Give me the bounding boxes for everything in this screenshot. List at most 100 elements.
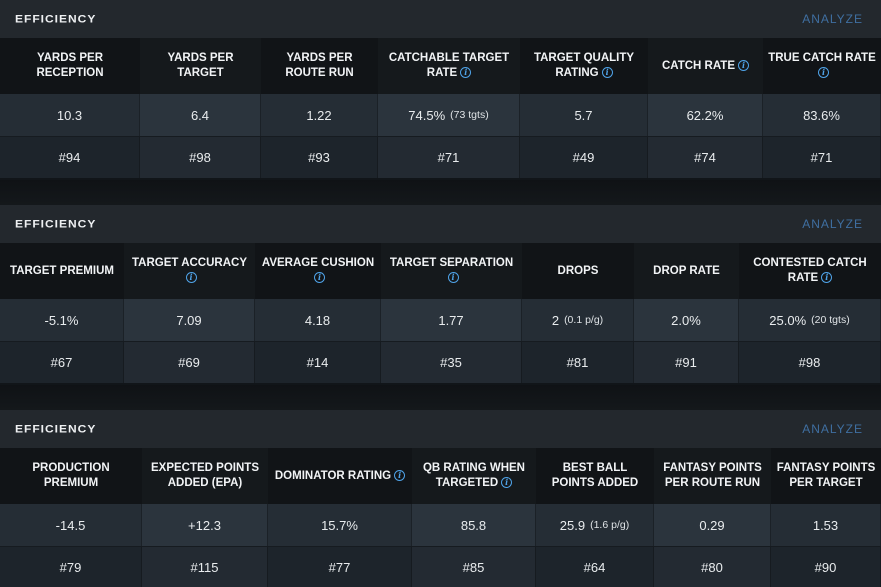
column-header-label: DOMINATOR RATING [274, 469, 392, 482]
panel-header: EFFICIENCY ANALYZE [0, 410, 881, 448]
column-header-label: FANTASY POINTS PER ROUTE RUN [663, 462, 762, 489]
column-header-label: BEST BALL POINTS ADDED [551, 462, 639, 489]
stat-value: 1.22 [306, 107, 332, 123]
info-icon[interactable]: i [738, 59, 750, 71]
column-header-label: CONTESTED CATCH RATE [753, 257, 867, 284]
efficiency-panel-3: EFFICIENCY ANALYZE PRODUCTION PREMIUM EXP… [0, 410, 881, 587]
stat-value-cell: 1.22 [261, 94, 378, 136]
info-icon[interactable]: i [185, 272, 197, 283]
column-header: DOMINATOR RATING i [268, 448, 412, 504]
info-icon[interactable]: i [501, 477, 513, 488]
stat-value: +12.3 [188, 517, 221, 533]
stat-value: 10.3 [56, 107, 83, 123]
info-icon[interactable]: i [460, 67, 472, 78]
stat-value-cell: 15.7% [268, 504, 412, 546]
stat-value: 5.7 [574, 107, 593, 123]
stat-subvalue: (1.6 p/g) [590, 519, 630, 531]
column-header: EXPECTED POINTS ADDED (EPA) [142, 448, 268, 504]
stat-rank: #77 [328, 560, 351, 575]
info-icon[interactable]: i [818, 67, 829, 78]
stat-rank: #14 [306, 355, 329, 370]
info-icon[interactable]: i [821, 272, 833, 283]
stat-rank-cell: #80 [654, 546, 771, 587]
column-header: CATCHABLE TARGET RATE i [378, 38, 520, 94]
stat-rank: #115 [190, 560, 219, 575]
column-header-label: DROPS [557, 264, 599, 277]
analyze-link[interactable]: ANALYZE [802, 422, 863, 436]
column-header-label: YARDS PER TARGET [167, 52, 234, 79]
stat-rank-cell: #98 [140, 136, 261, 178]
stat-value: 74.5% [408, 107, 446, 123]
panel-header: EFFICIENCY ANALYZE [0, 205, 881, 243]
stats-table: TARGET PREMIUM TARGET ACCURACY i AVERAGE CU… [0, 243, 881, 383]
stat-value: -5.1% [44, 312, 79, 328]
stat-value-cell: 1.77 [381, 299, 522, 341]
stat-rank-cell: #69 [124, 341, 255, 383]
column-header-label: TARGET SEPARATION [389, 257, 514, 269]
stat-value: 4.18 [304, 312, 331, 328]
stat-rank-cell: #35 [381, 341, 522, 383]
panel-title: EFFICIENCY [15, 12, 97, 26]
stat-value-cell: 2 (0.1 p/g) [522, 299, 634, 341]
stat-value-cell: 62.2% [648, 94, 763, 136]
stat-rank: #79 [59, 560, 82, 575]
stat-value-cell: -14.5 [0, 504, 142, 546]
column-header: TARGET ACCURACY i [124, 243, 255, 299]
efficiency-panel-1: EFFICIENCY ANALYZE YARDS PER RECEPTION YA… [0, 0, 881, 178]
column-header: TARGET QUALITY RATING i [520, 38, 648, 94]
info-icon[interactable]: i [447, 272, 459, 283]
stat-value-cell: 25.9 (1.6 p/g) [536, 504, 654, 546]
stat-rank: #80 [701, 560, 723, 575]
stat-rank-cell: #115 [142, 546, 268, 587]
stat-value-cell: 6.4 [140, 94, 261, 136]
stat-rank: #71 [437, 150, 460, 165]
column-header-label: TARGET QUALITY RATING [533, 52, 635, 79]
stat-rank-cell: #64 [536, 546, 654, 587]
column-header-label: YARDS PER RECEPTION [36, 52, 104, 79]
column-header-label: CATCHABLE TARGET RATE [388, 52, 510, 79]
stat-value: 85.8 [460, 517, 487, 533]
column-header: YARDS PER ROUTE RUN [261, 38, 378, 94]
column-header-label: YARDS PER ROUTE RUN [285, 52, 354, 79]
analyze-link[interactable]: ANALYZE [802, 12, 863, 26]
stat-value: 15.7% [321, 517, 358, 533]
column-header: YARDS PER TARGET [140, 38, 261, 94]
stat-rank-cell: #77 [268, 546, 412, 587]
info-icon[interactable]: i [394, 469, 406, 481]
panel-title: EFFICIENCY [15, 422, 97, 436]
panel-title: EFFICIENCY [15, 217, 97, 231]
column-header: FANTASY POINTS PER TARGET [771, 448, 881, 504]
info-icon[interactable]: i [314, 272, 325, 283]
stat-value-cell: +12.3 [142, 504, 268, 546]
stat-value: 6.4 [190, 107, 210, 123]
stat-rank-cell: #74 [648, 136, 763, 178]
analyze-link[interactable]: ANALYZE [802, 217, 863, 231]
stat-subvalue: (0.1 p/g) [564, 314, 604, 326]
stat-value: 2 [551, 312, 560, 328]
stat-rank-cell: #90 [771, 546, 881, 587]
stat-value: 62.2% [686, 107, 724, 123]
column-header: PRODUCTION PREMIUM [0, 448, 142, 504]
column-header-label: TARGET PREMIUM [10, 264, 114, 277]
stat-rank-cell: #93 [261, 136, 378, 178]
stat-rank: #71 [810, 150, 833, 165]
info-icon[interactable]: i [601, 67, 613, 78]
column-header-label: AVERAGE CUSHION [261, 257, 375, 269]
stat-value: 1.77 [438, 312, 464, 328]
stat-rank-cell: #94 [0, 136, 140, 178]
stat-value: 7.09 [176, 312, 202, 328]
stat-value-cell: 5.7 [520, 94, 648, 136]
stat-rank-cell: #81 [522, 341, 634, 383]
column-header-label: FANTASY POINTS PER TARGET [776, 462, 876, 489]
stat-subvalue: (73 tgts) [450, 109, 489, 121]
stat-rank-cell: #14 [255, 341, 381, 383]
stat-rank: #67 [50, 355, 73, 370]
stat-rank: #91 [675, 355, 697, 370]
stat-value-cell: 83.6% [763, 94, 881, 136]
stat-rank: #74 [694, 150, 716, 165]
stat-rank-cell: #71 [378, 136, 520, 178]
column-header-label: TARGET ACCURACY [132, 257, 247, 269]
efficiency-panel-2: EFFICIENCY ANALYZE TARGET PREMIUM TARGET … [0, 205, 881, 383]
stat-value: 25.0% [769, 312, 807, 328]
stat-rank-cell: #79 [0, 546, 142, 587]
